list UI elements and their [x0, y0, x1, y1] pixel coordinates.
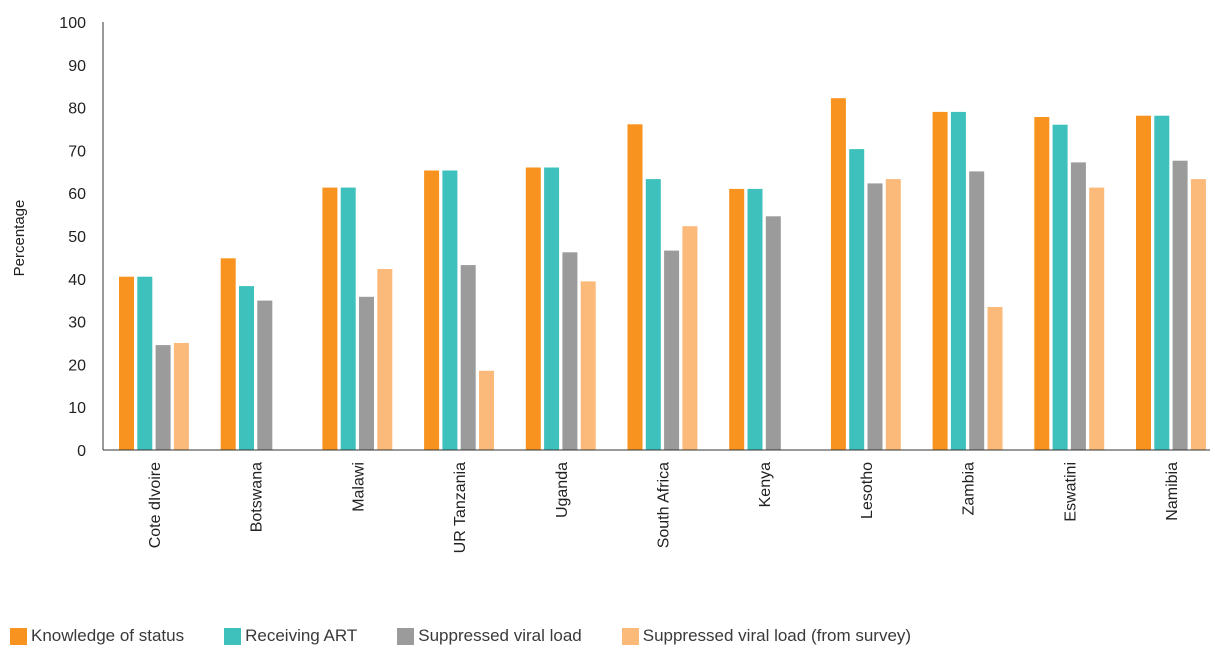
bar: [119, 276, 134, 450]
bar: [220, 258, 236, 450]
bar: [664, 250, 680, 450]
y-tick-label: 60: [68, 186, 86, 203]
bar: [1172, 160, 1188, 450]
bars: [119, 98, 1206, 451]
bar: [950, 111, 966, 451]
x-tick-label: Cote dIvoire: [147, 462, 164, 548]
y-tick-label: 30: [68, 315, 86, 332]
legend-swatch: [397, 627, 415, 645]
y-tick-label: 10: [68, 400, 86, 417]
legend-item: Knowledge of status: [10, 626, 184, 646]
x-tick-label: Lesotho: [859, 462, 876, 519]
bar: [377, 269, 393, 450]
bar: [322, 187, 338, 450]
legend-item: Suppressed viral load (from survey): [621, 626, 912, 646]
x-tick-label: UR Tanzania: [452, 462, 469, 553]
y-tick-label: 50: [68, 229, 86, 246]
bar: [479, 370, 494, 450]
y-tick-label: 100: [59, 15, 86, 32]
bar: [1154, 115, 1170, 450]
y-tick-label: 80: [68, 101, 86, 118]
bar: [765, 216, 781, 450]
y-tick-label: 70: [68, 143, 86, 160]
legend-swatch: [621, 627, 639, 645]
x-tick-label: Eswatini: [1062, 462, 1079, 522]
y-axis-ticks: 0 10 20 30 40 50 60 70 80 90 100: [59, 15, 86, 460]
legend-swatch: [10, 627, 27, 645]
bar: [155, 345, 171, 450]
y-axis-title: Percentage: [11, 200, 28, 277]
bar: [544, 167, 560, 450]
bar: [747, 188, 763, 450]
legend-item: Suppressed viral load: [397, 626, 582, 646]
bar: [1136, 115, 1151, 450]
bar: [580, 281, 596, 450]
bar: [1089, 187, 1105, 450]
x-axis-labels: Cote dIvoire Botswana Malawi UR Tanzania Uga…: [147, 462, 1181, 553]
bar: [239, 286, 254, 450]
bar: [1190, 179, 1206, 450]
y-tick-label: 40: [68, 272, 86, 289]
bar: [137, 276, 153, 450]
legend-label: Suppressed viral load: [418, 626, 582, 645]
bar: [359, 296, 374, 450]
x-tick-label: Zambia: [961, 462, 978, 515]
bar: [1070, 162, 1086, 450]
legend-item: Receiving ART: [224, 626, 357, 646]
bar: [1034, 117, 1050, 450]
y-tick-label: 90: [68, 58, 86, 75]
x-tick-label: Uganda: [554, 462, 571, 518]
bar: [867, 183, 883, 450]
bar: [969, 171, 985, 450]
legend-label: Knowledge of status: [31, 626, 185, 645]
x-tick-label: Botswana: [249, 462, 266, 532]
bar: [849, 149, 865, 450]
bar: [932, 111, 948, 451]
bar: [257, 300, 273, 450]
legend-swatch: [224, 627, 242, 645]
x-tick-label: South Africa: [656, 462, 673, 548]
bar: [627, 124, 643, 451]
bar: [424, 170, 440, 450]
bar: [645, 179, 661, 450]
legend-label: Receiving ART: [245, 626, 358, 645]
bar: [885, 179, 901, 450]
bar: [987, 307, 1003, 450]
bar: [340, 187, 356, 450]
legend-label: Suppressed viral load (from survey): [642, 626, 912, 645]
x-tick-label: Kenya: [757, 462, 774, 507]
bar-chart: 0 10 20 30 40 50 60 70 80 90 100 Cote dIvoire Botsw…: [11, 15, 1210, 553]
bar: [562, 252, 578, 450]
y-tick-label: 0: [77, 443, 86, 460]
y-tick-label: 20: [68, 357, 86, 374]
bar: [460, 265, 476, 450]
x-tick-label: Namibia: [1164, 462, 1181, 521]
bar: [173, 343, 189, 450]
bar: [525, 167, 541, 450]
bar: [830, 98, 846, 450]
x-tick-label: Malawi: [350, 462, 367, 512]
bar: [682, 226, 698, 450]
legend: Knowledge of status Receiving ART Suppress…: [10, 625, 951, 647]
bar: [1052, 124, 1068, 450]
bar: [442, 170, 458, 450]
bar: [729, 188, 745, 450]
